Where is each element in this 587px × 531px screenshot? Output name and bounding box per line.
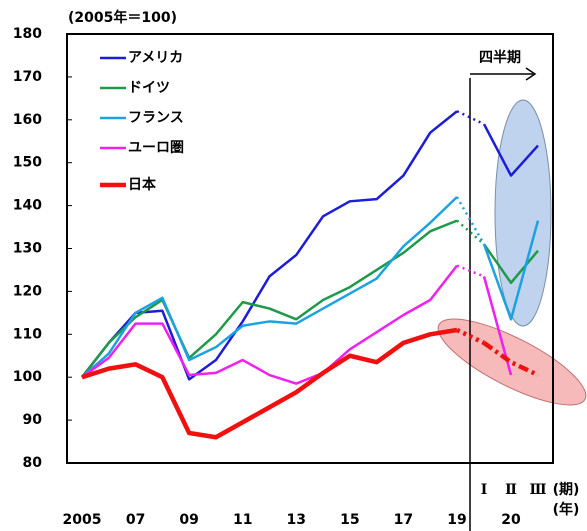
series-line-bridge [456,327,485,345]
x-tick-label: 15 [340,512,359,528]
y-tick-label: 110 [13,326,42,342]
unit-label: (2005年＝100) [68,9,177,26]
series-line [482,220,540,321]
series-line [81,264,458,385]
y-tick-label: 100 [13,369,42,385]
series-line-bridge [456,110,485,126]
year-unit: (年) [553,501,580,518]
x-year-label: 20 [501,512,521,528]
y-tick-label: 90 [23,412,43,428]
y-tick-label: 80 [23,455,43,471]
x-tick-label: 11 [233,512,252,528]
series-line-bridge [456,264,485,278]
y-tick-label: 120 [13,283,42,299]
y-tick-label: 140 [13,198,42,214]
highlight-ellipse [437,318,587,406]
y-tick-label: 150 [13,155,42,171]
x-tick-label: Ⅲ [529,482,546,498]
plot-frame [66,33,554,464]
series-line [482,243,539,285]
legend-label: アメリカ [128,50,183,66]
legend-label: フランス [128,110,184,126]
x-tick-label: 07 [126,512,145,528]
highlight-ellipse [494,99,552,327]
x-tick-label: 2005 [63,512,102,528]
quarter-note: 四半期 [479,49,521,66]
series-line [81,327,458,440]
x-tick-label: 17 [394,512,413,528]
period-unit: (期) [553,482,580,498]
legend-label: 日本 [128,176,157,193]
y-tick-label: 170 [13,69,42,85]
y-tick-label: 130 [13,241,42,257]
y-tick-label: 180 [13,26,42,42]
series-line [482,123,539,177]
legend-label: ユーロ圏 [128,140,184,156]
x-tick-label: Ⅰ [481,482,488,498]
quarter-arrow-head [525,67,537,81]
series-line [81,196,458,379]
x-tick-label: 09 [179,512,198,528]
legend-label: ドイツ [128,80,170,96]
series-line [81,219,458,378]
x-tick-label: Ⅱ [505,482,517,498]
x-tick-label: 19 [447,512,466,528]
y-tick-label: 160 [13,112,42,128]
x-tick-label: 13 [287,512,306,528]
